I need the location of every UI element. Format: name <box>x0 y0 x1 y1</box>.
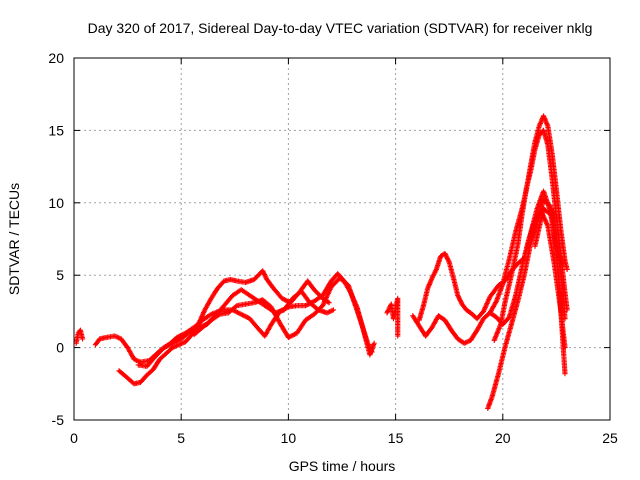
data-point-marker <box>564 307 570 313</box>
chart-title: Day 320 of 2017, Sidereal Day-to-day VTE… <box>88 20 593 36</box>
y-tick-label: 20 <box>48 50 64 66</box>
plot-frame <box>73 57 611 421</box>
x-tick-label: 20 <box>495 430 511 446</box>
series-arc-05 <box>191 275 375 355</box>
data-point-marker <box>562 371 568 377</box>
data-point-marker <box>326 300 332 306</box>
data-point-marker <box>233 303 239 310</box>
y-tick-label: -5 <box>52 412 65 428</box>
x-tick-label: 10 <box>281 430 297 446</box>
axis-ticks: 0 5 10 15 20 25 -5 0 5 10 15 20 <box>48 50 618 446</box>
data-points <box>73 113 570 412</box>
series-arc-12 <box>532 205 568 377</box>
x-axis-label: GPS time / hours <box>289 458 396 474</box>
y-tick-label: 10 <box>48 195 64 211</box>
series-arc-11 <box>491 127 570 343</box>
series-arc-06 <box>384 295 401 339</box>
x-tick-label: 0 <box>70 430 78 446</box>
y-tick-label: 5 <box>56 267 64 283</box>
data-point-marker <box>369 349 375 355</box>
data-point-marker <box>564 266 570 273</box>
data-point-marker <box>79 336 86 342</box>
data-point-marker <box>330 307 337 313</box>
series-arc-03 <box>116 268 332 387</box>
x-tick-label: 25 <box>602 430 618 446</box>
data-point-marker <box>395 333 401 339</box>
x-tick-label: 15 <box>388 430 404 446</box>
y-tick-label: 0 <box>56 340 64 356</box>
x-tick-label: 5 <box>177 430 185 446</box>
data-point-marker <box>371 340 377 346</box>
series-arc-01 <box>73 327 86 346</box>
series-arc-04 <box>135 287 337 370</box>
y-axis-label: SDTVAR / TECUs <box>6 183 22 295</box>
y-tick-label: 15 <box>48 122 64 138</box>
